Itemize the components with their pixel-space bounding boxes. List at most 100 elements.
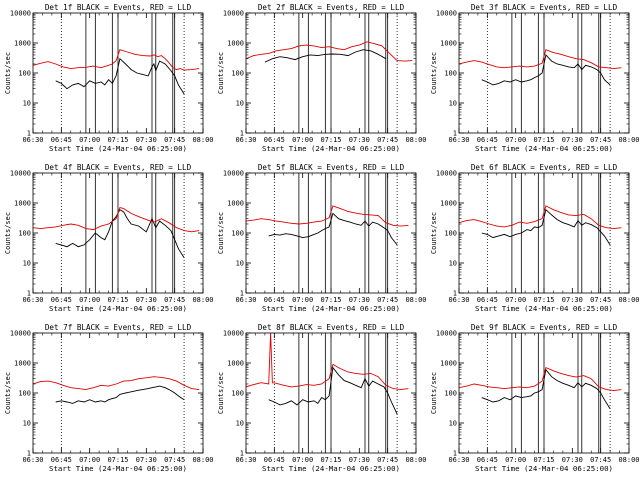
y-axis-label: Counts/sec — [430, 212, 438, 254]
y-tick-label: 10000 — [223, 170, 244, 178]
x-tick-label: 06:30 — [448, 136, 469, 144]
x-tick-label: 07:00 — [292, 136, 313, 144]
series-events-line — [268, 212, 398, 246]
y-tick-label: 100 — [444, 390, 457, 398]
chart-det-2f: Det 2f BLACK = Events, RED = LLD 1 10 100 10… — [217, 3, 427, 153]
series-lld-line — [33, 376, 200, 391]
chart-title: Det 6f BLACK = Events, RED = LLD — [471, 163, 618, 172]
x-tick-label: 06:30 — [22, 456, 43, 464]
x-tick-label: 06:45 — [264, 136, 285, 144]
y-tick-label: 100 — [18, 230, 31, 238]
x-tick-label: 08:00 — [618, 456, 639, 464]
x-tick-label: 07:45 — [590, 136, 611, 144]
y-tick-label: 1000 — [440, 40, 457, 48]
chart-det-1f: Det 1f BLACK = Events, RED = LLD 1 10 100 10… — [4, 3, 214, 153]
x-tick-label: 07:45 — [164, 296, 185, 304]
x-tick-label: 06:30 — [235, 456, 256, 464]
panel-det-6f: Det 6f BLACK = Events, RED = LLD 1 10 100 10… — [426, 160, 640, 320]
series-lld-line — [246, 205, 409, 227]
y-tick-label: 1000 — [227, 360, 244, 368]
chart-det-8f: Det 8f BLACK = Events, RED = LLD 1 10 100 10… — [217, 323, 427, 473]
y-tick-label: 100 — [231, 70, 244, 78]
series-lld-line — [459, 49, 622, 70]
x-tick-label: 07:30 — [562, 456, 583, 464]
y-axis-label: Counts/sec — [4, 372, 12, 414]
y-tick-label: 100 — [18, 390, 31, 398]
y-tick-label: 10000 — [223, 330, 244, 338]
x-tick-label: 08:00 — [618, 296, 639, 304]
y-axis-label: Counts/sec — [4, 212, 12, 254]
series-events-line — [264, 49, 387, 63]
x-tick-label: 07:30 — [349, 136, 370, 144]
x-tick-label: 07:00 — [79, 296, 100, 304]
chart-title: Det 5f BLACK = Events, RED = LLD — [258, 163, 405, 172]
y-tick-label: 1 — [453, 130, 457, 138]
x-tick-label: 08:00 — [192, 456, 213, 464]
panel-det-3f: Det 3f BLACK = Events, RED = LLD 1 10 100 10… — [426, 0, 640, 160]
chart-det-9f: Det 9f BLACK = Events, RED = LLD 1 10 100 10… — [430, 323, 640, 473]
y-tick-label: 1000 — [14, 40, 31, 48]
x-axis-label: Start Time (24-Mar-04 06:25:00) — [49, 464, 187, 473]
x-tick-label: 08:00 — [405, 136, 426, 144]
y-axis-label: Counts/sec — [430, 52, 438, 94]
y-tick-label: 10 — [236, 260, 244, 268]
chart-title: Det 3f BLACK = Events, RED = LLD — [471, 3, 618, 12]
panel-det-9f: Det 9f BLACK = Events, RED = LLD 1 10 100 10… — [426, 320, 640, 480]
panel-det-1f: Det 1f BLACK = Events, RED = LLD 1 10 100 10… — [0, 0, 214, 160]
x-tick-label: 07:15 — [107, 456, 128, 464]
x-tick-label: 07:00 — [505, 136, 526, 144]
x-tick-label: 07:30 — [562, 136, 583, 144]
x-tick-label: 06:45 — [477, 296, 498, 304]
y-tick-label: 1000 — [14, 360, 31, 368]
x-tick-label: 07:45 — [164, 136, 185, 144]
x-axis-label: Start Time (24-Mar-04 06:25:00) — [262, 304, 400, 313]
x-tick-label: 08:00 — [192, 296, 213, 304]
series-events-line — [55, 385, 185, 404]
x-tick-label: 08:00 — [618, 136, 639, 144]
x-tick-label: 07:15 — [320, 296, 341, 304]
x-tick-label: 06:30 — [235, 136, 256, 144]
y-tick-label: 1 — [453, 290, 457, 298]
chart-det-7f: Det 7f BLACK = Events, RED = LLD 1 10 100 10… — [4, 323, 214, 473]
x-tick-label: 06:30 — [448, 456, 469, 464]
y-tick-label: 10 — [449, 100, 457, 108]
y-tick-label: 10 — [23, 420, 31, 428]
y-tick-label: 1 — [240, 450, 244, 458]
y-tick-label: 10 — [23, 260, 31, 268]
series-events-line — [481, 368, 611, 409]
y-tick-label: 10000 — [223, 10, 244, 18]
chart-det-5f: Det 5f BLACK = Events, RED = LLD 1 10 100 10… — [217, 163, 427, 313]
x-tick-label: 07:00 — [505, 296, 526, 304]
x-tick-label: 07:15 — [107, 296, 128, 304]
x-tick-label: 06:30 — [22, 296, 43, 304]
y-tick-label: 100 — [18, 70, 31, 78]
series-events-line — [55, 209, 185, 258]
y-tick-label: 10000 — [436, 330, 457, 338]
x-tick-label: 07:45 — [377, 136, 398, 144]
x-tick-label: 06:45 — [51, 296, 72, 304]
series-lld-line — [33, 207, 200, 233]
y-axis-label: Counts/sec — [217, 212, 225, 254]
x-tick-label: 07:00 — [292, 456, 313, 464]
panel-det-8f: Det 8f BLACK = Events, RED = LLD 1 10 100 10… — [213, 320, 427, 480]
x-tick-label: 07:15 — [107, 136, 128, 144]
panel-det-4f: Det 4f BLACK = Events, RED = LLD 1 10 100 10… — [0, 160, 214, 320]
x-axis-label: Start Time (24-Mar-04 06:25:00) — [475, 144, 613, 153]
x-tick-label: 06:30 — [448, 296, 469, 304]
y-tick-label: 10000 — [10, 330, 31, 338]
series-lld-line — [459, 205, 622, 230]
x-tick-label: 06:45 — [264, 456, 285, 464]
y-tick-label: 10 — [236, 100, 244, 108]
series-events-line — [268, 366, 398, 415]
x-tick-label: 06:45 — [51, 136, 72, 144]
y-tick-label: 1000 — [14, 200, 31, 208]
y-tick-label: 1000 — [440, 360, 457, 368]
series-events-line — [481, 53, 611, 86]
panel-det-5f: Det 5f BLACK = Events, RED = LLD 1 10 100 10… — [213, 160, 427, 320]
x-tick-label: 07:45 — [590, 456, 611, 464]
x-axis-label: Start Time (24-Mar-04 06:25:00) — [262, 144, 400, 153]
y-tick-label: 100 — [444, 70, 457, 78]
x-axis-label: Start Time (24-Mar-04 06:25:00) — [49, 304, 187, 313]
chart-title: Det 1f BLACK = Events, RED = LLD — [45, 3, 192, 12]
